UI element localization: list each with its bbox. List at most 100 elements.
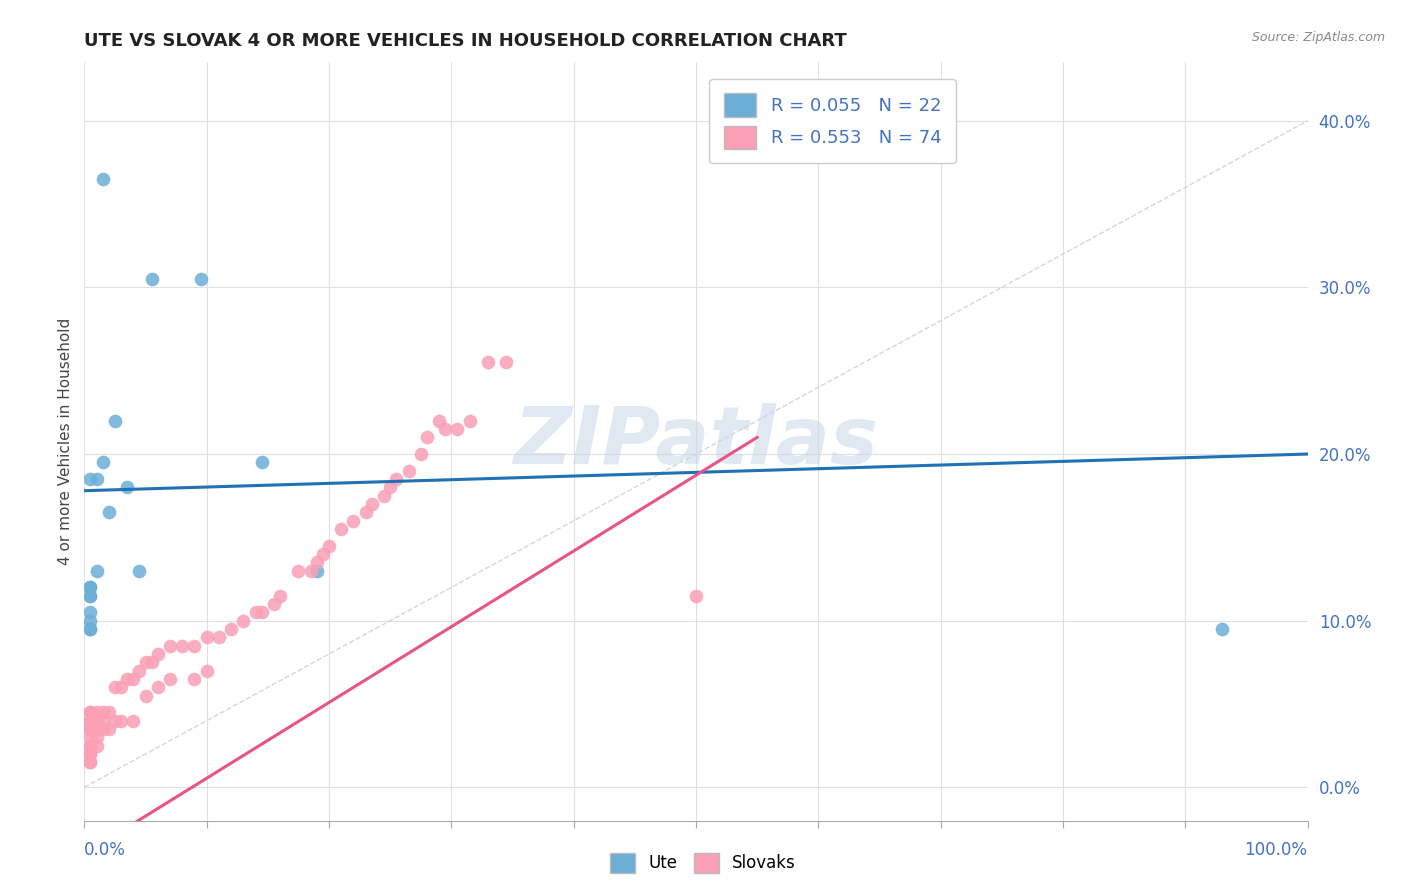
Point — [159, 672, 181, 686]
Point — [305, 555, 328, 569]
Point — [122, 714, 145, 728]
Point — [141, 656, 163, 670]
Point — [318, 539, 340, 553]
Point — [79, 706, 101, 720]
Point — [128, 664, 150, 678]
Point — [86, 714, 108, 728]
Point — [79, 472, 101, 486]
Point — [195, 664, 218, 678]
Point — [172, 639, 194, 653]
Point — [79, 756, 101, 770]
Point — [79, 622, 101, 636]
Point — [219, 622, 242, 636]
Point — [86, 564, 108, 578]
Point — [373, 489, 395, 503]
Point — [409, 447, 432, 461]
Point — [97, 722, 120, 736]
Text: ZIPatlas: ZIPatlas — [513, 402, 879, 481]
Point — [79, 580, 101, 594]
Point — [330, 522, 353, 536]
Text: Source: ZipAtlas.com: Source: ZipAtlas.com — [1251, 31, 1385, 45]
Point — [135, 656, 157, 670]
Point — [385, 472, 408, 486]
Legend: R = 0.055   N = 22, R = 0.553   N = 74: R = 0.055 N = 22, R = 0.553 N = 74 — [710, 79, 956, 163]
Point — [79, 714, 101, 728]
Point — [195, 631, 218, 645]
Point — [115, 480, 138, 494]
Point — [232, 614, 254, 628]
Point — [79, 706, 101, 720]
Point — [79, 722, 101, 736]
Point — [79, 739, 101, 753]
Point — [79, 747, 101, 761]
Point — [128, 564, 150, 578]
Point — [146, 681, 169, 695]
Point — [79, 747, 101, 761]
Point — [141, 272, 163, 286]
Point — [458, 414, 481, 428]
Point — [354, 505, 377, 519]
Point — [79, 614, 101, 628]
Text: UTE VS SLOVAK 4 OR MORE VEHICLES IN HOUSEHOLD CORRELATION CHART: UTE VS SLOVAK 4 OR MORE VEHICLES IN HOUS… — [84, 32, 846, 50]
Point — [79, 739, 101, 753]
Point — [183, 639, 205, 653]
Point — [91, 706, 114, 720]
Point — [495, 355, 517, 369]
Point — [79, 756, 101, 770]
Point — [110, 714, 132, 728]
Point — [79, 714, 101, 728]
Point — [110, 681, 132, 695]
Point — [79, 580, 101, 594]
Point — [1211, 622, 1233, 636]
Point — [477, 355, 499, 369]
Point — [446, 422, 468, 436]
Point — [146, 647, 169, 661]
Point — [86, 722, 108, 736]
Point — [299, 564, 322, 578]
Point — [97, 706, 120, 720]
Point — [190, 272, 212, 286]
Point — [427, 414, 450, 428]
Text: 100.0%: 100.0% — [1244, 840, 1308, 859]
Point — [104, 714, 127, 728]
Point — [79, 622, 101, 636]
Point — [91, 455, 114, 469]
Point — [97, 505, 120, 519]
Y-axis label: 4 or more Vehicles in Household: 4 or more Vehicles in Household — [58, 318, 73, 566]
Point — [250, 605, 273, 619]
Point — [104, 414, 127, 428]
Point — [287, 564, 309, 578]
Point — [79, 731, 101, 745]
Legend: Ute, Slovaks: Ute, Slovaks — [603, 847, 803, 880]
Point — [263, 597, 285, 611]
Point — [86, 739, 108, 753]
Point — [91, 722, 114, 736]
Point — [79, 722, 101, 736]
Point — [250, 455, 273, 469]
Point — [86, 731, 108, 745]
Point — [79, 605, 101, 619]
Point — [79, 589, 101, 603]
Point — [245, 605, 267, 619]
Point — [398, 464, 420, 478]
Point — [135, 689, 157, 703]
Point — [380, 480, 402, 494]
Point — [91, 714, 114, 728]
Point — [79, 714, 101, 728]
Point — [416, 430, 439, 444]
Point — [86, 472, 108, 486]
Point — [91, 172, 114, 186]
Point — [79, 717, 101, 731]
Point — [312, 547, 335, 561]
Point — [122, 672, 145, 686]
Point — [342, 514, 364, 528]
Point — [269, 589, 291, 603]
Point — [159, 639, 181, 653]
Point — [685, 589, 707, 603]
Point — [208, 631, 231, 645]
Point — [104, 681, 127, 695]
Point — [183, 672, 205, 686]
Text: 0.0%: 0.0% — [84, 840, 127, 859]
Point — [434, 422, 457, 436]
Point — [115, 672, 138, 686]
